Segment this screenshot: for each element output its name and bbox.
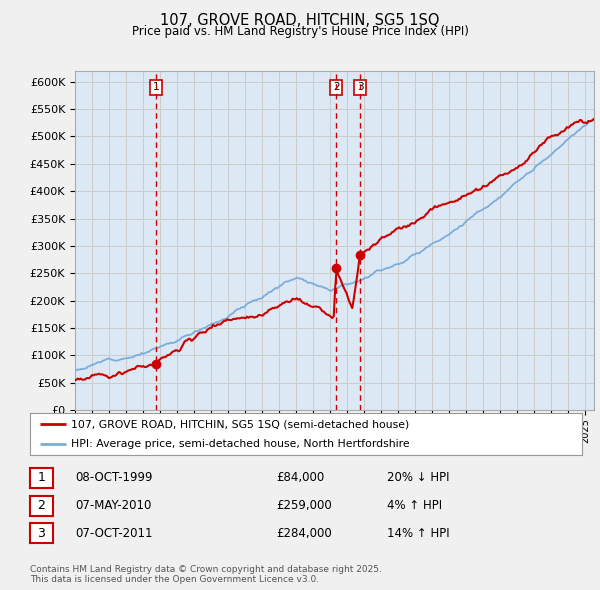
Text: 07-MAY-2010: 07-MAY-2010 (75, 499, 151, 512)
Text: Contains HM Land Registry data © Crown copyright and database right 2025.
This d: Contains HM Land Registry data © Crown c… (30, 565, 382, 584)
Text: £84,000: £84,000 (276, 471, 324, 484)
Text: 107, GROVE ROAD, HITCHIN, SG5 1SQ: 107, GROVE ROAD, HITCHIN, SG5 1SQ (160, 13, 440, 28)
Text: 107, GROVE ROAD, HITCHIN, SG5 1SQ (semi-detached house): 107, GROVE ROAD, HITCHIN, SG5 1SQ (semi-… (71, 419, 410, 430)
Text: 20% ↓ HPI: 20% ↓ HPI (387, 471, 449, 484)
Text: 1: 1 (37, 471, 46, 484)
Text: 08-OCT-1999: 08-OCT-1999 (75, 471, 152, 484)
Text: 3: 3 (37, 527, 46, 540)
Text: 4% ↑ HPI: 4% ↑ HPI (387, 499, 442, 512)
Text: HPI: Average price, semi-detached house, North Hertfordshire: HPI: Average price, semi-detached house,… (71, 439, 410, 449)
Text: £284,000: £284,000 (276, 527, 332, 540)
Text: 2: 2 (37, 499, 46, 512)
Text: 1: 1 (153, 82, 160, 92)
Text: 2: 2 (333, 82, 340, 92)
Text: 07-OCT-2011: 07-OCT-2011 (75, 527, 152, 540)
Text: £259,000: £259,000 (276, 499, 332, 512)
Text: 14% ↑ HPI: 14% ↑ HPI (387, 527, 449, 540)
Text: 3: 3 (357, 82, 364, 92)
Text: Price paid vs. HM Land Registry's House Price Index (HPI): Price paid vs. HM Land Registry's House … (131, 25, 469, 38)
